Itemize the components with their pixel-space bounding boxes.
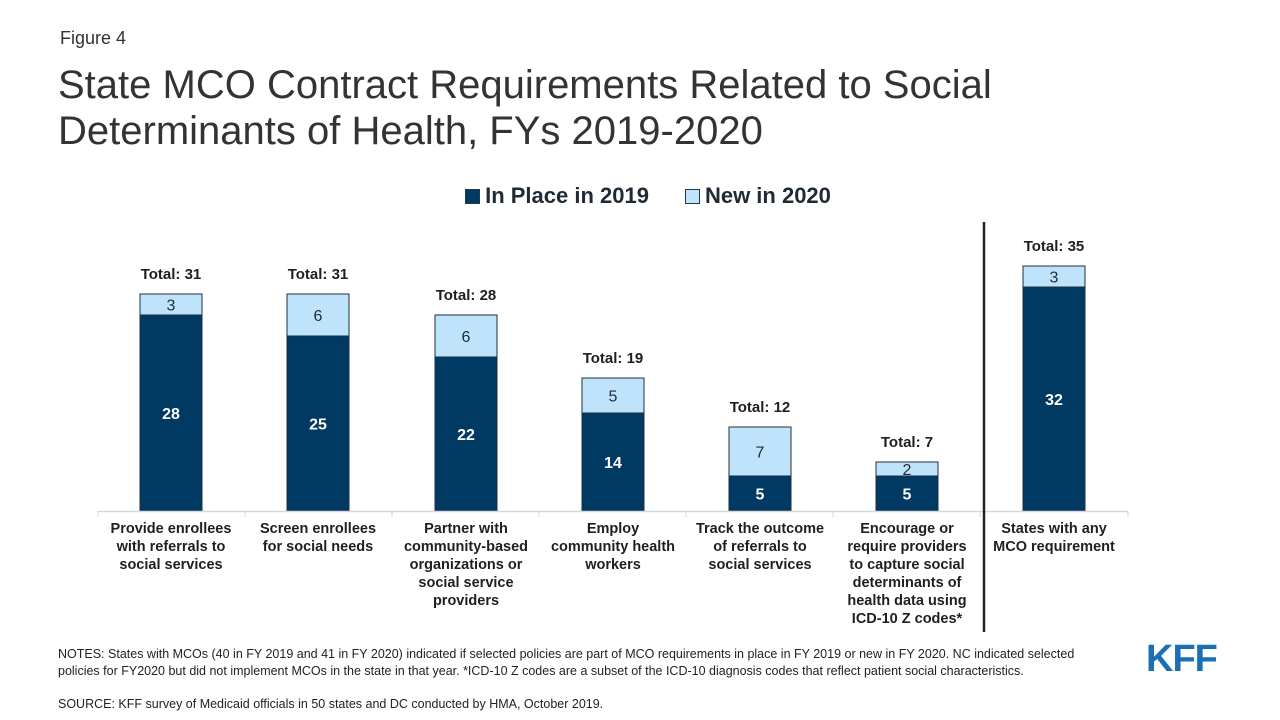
category-label-5-line-2: to capture social [849,557,965,573]
category-label-5-line-0: Encourage or [860,521,954,537]
total-label-4: Total: 12 [730,399,791,416]
figure-label: Figure 4 [60,28,127,48]
data-label-new-1: 6 [314,308,323,325]
category-label-5-line-3: determinants of [852,575,962,591]
notes: NOTES: States with MCOs (40 in FY 2019 a… [58,647,1075,678]
data-label-in-place-0: 28 [162,406,180,423]
category-label-6: States with any MCO requirement [979,520,1129,556]
category-label-5-line-1: require providers [847,539,967,555]
bar-in-place-4 [728,475,792,512]
bar-new-6 [1022,265,1086,288]
category-label-0: Provide enrollees with referrals to social… [96,520,246,574]
category-label-5: Encourage or require providers to capture … [832,520,982,628]
category-label-2-line-4: providers [432,593,500,609]
title-line-1: State MCO Contract Requirements Related … [58,63,992,107]
bar-new-4 [728,426,792,477]
bar-new-5 [875,461,939,477]
category-label-0-line-2: social services [119,557,223,573]
category-label-3-line-1: community health [550,539,676,555]
category-label-4-line-1: of referrals to [713,539,807,555]
legend-item-new: New in 2020 [684,183,831,209]
category-label-2-line-3: social service [418,575,514,591]
bar-new-3 [581,377,645,414]
data-label-new-3: 5 [609,389,618,406]
data-label-in-place-2: 22 [457,427,475,444]
category-label-2-line-0: Partner with [424,521,508,537]
category-label-3-line-2: workers [585,557,641,573]
category-label-6-line-0: States with any [1001,521,1107,537]
legend-swatch-in-place [465,188,481,204]
data-label-in-place-3: 14 [604,455,622,472]
chart-title: State MCO Contract Requirements Related … [58,62,1158,154]
bar-new-1 [286,293,350,337]
bar-in-place-3 [581,412,645,512]
category-label-6-line-1: MCO requirement [993,539,1115,555]
category-label-3-line-0: Employ [586,521,640,537]
total-label-2: Total: 28 [436,287,497,304]
legend-item-in-place: In Place in 2019 [465,183,649,209]
category-label-1-line-0: Screen enrollees [259,521,377,537]
data-label-in-place-1: 25 [309,417,327,434]
legend-label-new: New in 2020 [704,183,831,208]
bar-new-2 [434,314,498,358]
category-label-3: Employ community health workers [538,520,688,574]
data-label-new-0: 3 [167,298,176,315]
category-label-2-line-1: community-based [403,539,529,555]
title-line-2: Determinants of Health, FYs 2019-2020 [58,109,763,153]
data-label-in-place-4: 5 [756,487,765,504]
category-label-4: Track the outcome of referrals to social s… [685,520,835,574]
bar-in-place-5 [875,475,939,512]
total-label-5: Total: 7 [881,434,933,451]
category-label-4-line-2: social services [708,557,812,573]
legend: In Place in 2019 New in 2020 [0,183,1280,209]
data-label-new-4: 7 [756,445,765,462]
bar-in-place-0 [139,314,203,512]
category-label-2-line-2: organizations or [409,557,523,573]
bar-in-place-1 [286,335,350,512]
legend-swatch-new [684,188,700,204]
data-label-new-6: 3 [1050,270,1059,287]
total-label-6: Total: 35 [1024,238,1085,255]
kff-logo: KFF [1146,638,1218,680]
category-label-4-line-0: Track the outcome [695,521,825,537]
data-label-new-2: 6 [462,329,471,346]
source: SOURCE: KFF survey of Medicaid officials… [58,697,604,711]
category-label-5-line-4: health data using [847,593,967,609]
data-label-new-5: 2 [903,462,912,479]
bar-new-0 [139,293,203,316]
category-label-2: Partner with community-based organizations… [391,520,541,610]
category-label-5-line-5: ICD-10 Z codes* [851,611,963,627]
bar-in-place-2 [434,356,498,512]
legend-label-in-place: In Place in 2019 [485,183,649,208]
category-label-1-line-1: for social needs [262,539,374,555]
category-label-0-line-1: with referrals to [116,539,226,555]
data-label-in-place-6: 32 [1045,392,1063,409]
category-label-1: Screen enrollees for social needs [243,520,393,556]
category-label-0-line-0: Provide enrollees [110,521,232,537]
total-label-0: Total: 31 [141,266,202,283]
data-label-in-place-5: 5 [903,487,912,504]
total-label-3: Total: 19 [583,350,644,367]
bar-in-place-6 [1022,286,1086,512]
total-label-1: Total: 31 [288,266,349,283]
